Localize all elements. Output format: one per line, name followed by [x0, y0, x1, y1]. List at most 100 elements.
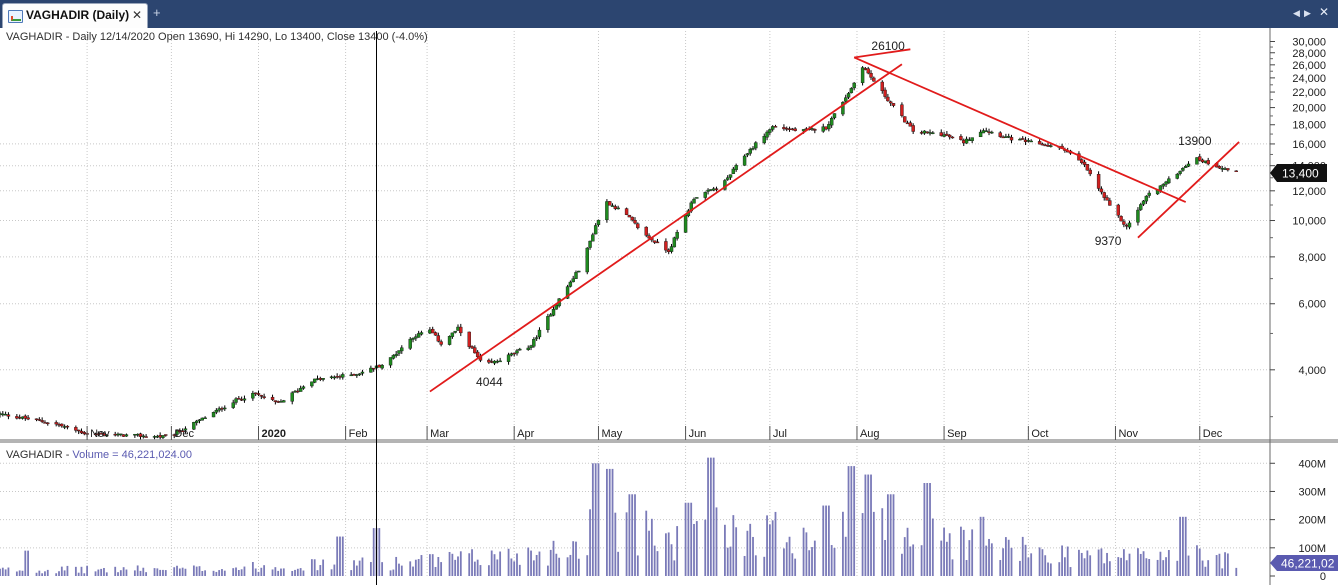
window-close-icon[interactable]: ✕ [1319, 5, 1330, 19]
volume-bar [235, 567, 237, 576]
volume-bar [1221, 568, 1224, 576]
volume-bar [251, 562, 254, 576]
volume-bar [448, 551, 451, 576]
volume-bar [650, 518, 653, 576]
volume-bar [1187, 555, 1190, 576]
candle-up [380, 365, 384, 369]
price-volume-chart[interactable]: 26100 4044 9370 13900 30,00028,00026,00024,… [0, 28, 1338, 585]
volume-bar [771, 520, 774, 576]
candle-down [664, 241, 668, 251]
volume-bar [929, 483, 931, 576]
candle-up [509, 353, 514, 356]
volume-bar [1204, 566, 1207, 576]
candle-down [1116, 204, 1120, 216]
y-tick-label: 30,000 [1292, 37, 1326, 49]
candle-up [200, 417, 205, 421]
volume-bar [277, 570, 280, 576]
candle-down [872, 77, 876, 82]
candle-down [1206, 160, 1210, 165]
volume-bar [358, 560, 361, 576]
candle-up [231, 402, 235, 408]
candle-down [490, 361, 494, 363]
volume-bar [586, 555, 589, 576]
candle-down [1046, 144, 1050, 147]
chevron-right-icon[interactable]: ▶ [1304, 8, 1311, 18]
volume-bar [1027, 557, 1030, 576]
volume-bar [870, 474, 872, 576]
candle-down [1105, 197, 1109, 201]
volume-bar [825, 505, 827, 576]
volume-bar [594, 463, 597, 576]
candle-down [15, 416, 19, 419]
candle-down [962, 140, 966, 144]
add-tab-icon[interactable]: + [153, 5, 161, 20]
volume-bar [1125, 560, 1128, 576]
volume-bar [847, 466, 850, 576]
volume-bar [310, 559, 313, 576]
volume-bar [122, 567, 125, 576]
candle-down [945, 133, 949, 136]
volume-bar [569, 554, 572, 576]
volume-bar [66, 565, 69, 576]
candle-up [298, 387, 303, 392]
volume-bar [142, 567, 145, 576]
y-tick-label: 10,000 [1292, 216, 1326, 228]
candle-down [57, 423, 61, 426]
volume-bar [901, 553, 903, 576]
candle-up [312, 378, 317, 383]
candle-up [152, 436, 157, 438]
candle-down [473, 347, 477, 354]
chevron-left-icon[interactable]: ◀ [1293, 8, 1300, 18]
volume-bar [589, 509, 591, 576]
volume-bar [743, 555, 746, 576]
candle-up [447, 336, 452, 345]
volume-bar [538, 551, 541, 576]
volume-bar [1106, 552, 1108, 576]
candle-down [17, 417, 22, 419]
candle-up [549, 314, 553, 317]
trendline [429, 63, 903, 393]
y-tick-label: 6,000 [1298, 299, 1326, 311]
candle-up [695, 197, 699, 199]
volume-bar [965, 560, 968, 576]
volume-bar [361, 557, 364, 576]
chart-tab[interactable]: VAGHADIR (Daily) ✕ [2, 3, 148, 28]
volume-bar [670, 544, 673, 576]
candle-up [706, 189, 710, 192]
candle-up [748, 148, 752, 154]
volume-bar [153, 568, 156, 576]
annotations: 26100 4044 9370 13900 [476, 39, 1212, 389]
candle-up [1136, 209, 1140, 223]
candle-down [467, 331, 471, 347]
volume-bar [215, 571, 218, 576]
volume-bar [7, 567, 10, 576]
candle-up [970, 137, 974, 141]
candle-down [950, 136, 955, 139]
candle-down [377, 364, 382, 368]
volume-bar [1122, 549, 1125, 576]
candle-up [577, 270, 581, 273]
volume-bar [434, 566, 437, 576]
candle-up [211, 412, 216, 418]
volume-bar [766, 515, 768, 576]
volume-bar [1100, 548, 1103, 576]
candle-up [62, 426, 67, 428]
candle-up [1127, 222, 1132, 228]
candle-down [947, 134, 952, 138]
volume-bar [535, 554, 538, 576]
candle-down [338, 376, 342, 378]
candle-down [1096, 174, 1101, 189]
trendline [1137, 141, 1240, 239]
candle-up [321, 378, 325, 380]
candle-down [270, 396, 275, 400]
volume-bar [35, 572, 38, 576]
candle-up [1026, 140, 1031, 142]
candle-down [939, 132, 943, 136]
volume-bar [707, 457, 709, 576]
volume-bar [353, 560, 355, 576]
candle-up [526, 347, 530, 351]
candle-up [591, 234, 595, 242]
candle-up [849, 88, 854, 94]
close-icon[interactable]: ✕ [132, 8, 143, 22]
candle-down [40, 420, 44, 422]
